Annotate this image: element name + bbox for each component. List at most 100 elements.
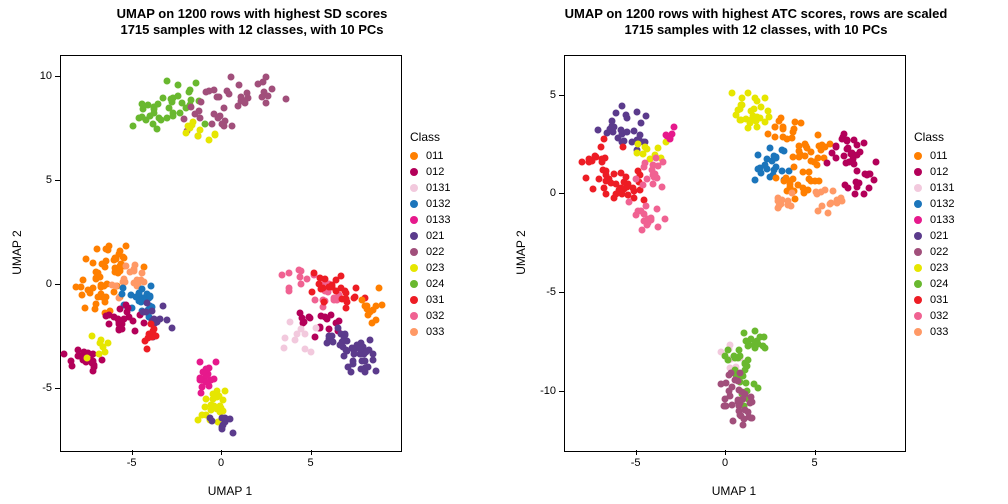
x-tick-mark — [815, 450, 816, 455]
scatter-point — [652, 154, 659, 161]
scatter-point — [183, 130, 190, 137]
legend-swatch — [410, 232, 418, 240]
scatter-point — [141, 338, 148, 345]
legend-swatch — [410, 184, 418, 192]
scatter-point — [622, 111, 629, 118]
scatter-point — [286, 319, 293, 326]
scatter-point — [372, 303, 379, 310]
scatter-point — [69, 363, 76, 370]
scatter-point — [156, 316, 163, 323]
scatter-point — [220, 422, 227, 429]
scatter-point — [643, 145, 650, 152]
scatter-point — [352, 285, 359, 292]
x-tick-mark — [221, 450, 222, 455]
scatter-point — [747, 116, 754, 123]
scatter-point — [773, 175, 780, 182]
legend-swatch — [410, 280, 418, 288]
scatter-point — [141, 278, 148, 285]
scatter-point — [870, 177, 877, 184]
panel-title: UMAP on 1200 rows with highest ATC score… — [504, 6, 1008, 39]
scatter-point — [770, 166, 777, 173]
legend-label: 011 — [930, 150, 948, 162]
scatter-point — [207, 402, 214, 409]
scatter-point — [772, 133, 779, 140]
scatter-point — [578, 158, 585, 165]
scatter-point — [792, 196, 799, 203]
scatter-point — [649, 180, 656, 187]
figure-container: UMAP on 1200 rows with highest SD scores… — [0, 0, 1008, 504]
x-tick-label: 0 — [218, 457, 224, 469]
scatter-point — [132, 262, 139, 269]
scatter-point — [811, 158, 818, 165]
scatter-point — [169, 112, 176, 119]
x-tick-label: -5 — [127, 457, 137, 469]
scatter-point — [757, 115, 764, 122]
scatter-point — [595, 175, 602, 182]
y-tick-label: 10 — [24, 70, 52, 82]
legend-item: 012 — [410, 164, 450, 180]
scatter-point — [587, 157, 594, 164]
legend-label: 024 — [930, 278, 948, 290]
scatter-point — [790, 153, 797, 160]
legend-swatch — [914, 168, 922, 176]
scatter-point — [804, 187, 811, 194]
scatter-point — [211, 87, 218, 94]
legend-label: 022 — [426, 246, 444, 258]
scatter-point — [813, 189, 820, 196]
scatter-point — [333, 288, 340, 295]
x-tick-label: -5 — [631, 457, 641, 469]
scatter-point — [648, 167, 655, 174]
scatter-point — [202, 120, 209, 127]
scatter-point — [234, 102, 241, 109]
scatter-point — [268, 85, 275, 92]
scatter-point — [309, 289, 316, 296]
legend-swatch — [410, 152, 418, 160]
scatter-point — [98, 357, 105, 364]
scatter-point — [863, 172, 870, 179]
scatter-point — [153, 332, 160, 339]
legend-label: 021 — [426, 230, 444, 242]
scatter-point — [95, 350, 102, 357]
y-tick-label: -10 — [528, 385, 556, 397]
scatter-point — [82, 255, 89, 262]
scatter-point — [197, 99, 204, 106]
scatter-point — [212, 393, 219, 400]
scatter-point — [196, 375, 203, 382]
scatter-point — [89, 260, 96, 267]
legend-label: 022 — [930, 246, 948, 258]
legend-swatch — [914, 232, 922, 240]
y-tick-mark — [55, 284, 60, 285]
scatter-point — [127, 291, 134, 298]
scatter-point — [97, 273, 104, 280]
legend-item: 021 — [410, 228, 450, 244]
scatter-point — [781, 177, 788, 184]
scatter-point — [131, 327, 138, 334]
scatter-point — [761, 344, 768, 351]
scatter-point — [339, 295, 346, 302]
legend-item: 023 — [914, 260, 954, 276]
scatter-point — [327, 312, 334, 319]
scatter-point — [739, 388, 746, 395]
scatter-point — [263, 100, 270, 107]
scatter-point — [630, 187, 637, 194]
scatter-point — [745, 413, 752, 420]
legend-label: 0133 — [426, 214, 450, 226]
scatter-point — [305, 313, 312, 320]
scatter-point — [639, 181, 646, 188]
x-tick-label: 5 — [307, 457, 313, 469]
legend-item: 011 — [914, 148, 954, 164]
x-tick-label: 5 — [811, 457, 817, 469]
scatter-point — [612, 181, 619, 188]
scatter-point — [226, 90, 233, 97]
y-tick-label: -5 — [528, 286, 556, 298]
scatter-point — [187, 87, 194, 94]
legend-label: 0131 — [930, 182, 954, 194]
scatter-point — [117, 268, 124, 275]
scatter-point — [164, 77, 171, 84]
scatter-point — [150, 326, 157, 333]
scatter-point — [130, 122, 137, 129]
scatter-point — [619, 143, 626, 150]
scatter-point — [737, 116, 744, 123]
plot-area — [60, 55, 402, 452]
scatter-point — [663, 132, 670, 139]
